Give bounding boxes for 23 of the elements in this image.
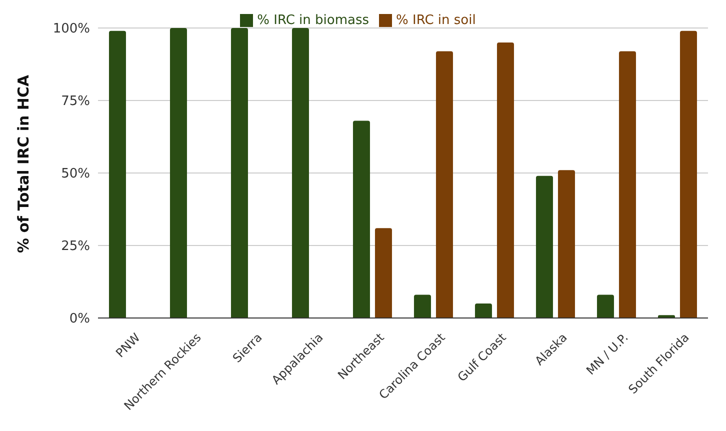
y-tick-label: 25% [61,239,90,254]
x-tick-label: MN / U.P. [584,330,631,378]
bar [596,294,614,318]
y-tick-label: 75% [61,94,90,110]
bar [292,28,309,318]
y-tick-label: 0% [69,312,90,327]
bar [680,30,697,318]
legend-label: % IRC in biomass [257,13,370,28]
bar [374,228,392,318]
y-axis-title: % of Total IRC in HCA [14,74,32,253]
legend-label: % IRC in soil [396,13,476,28]
bar [536,176,553,318]
bar [618,51,636,318]
bar [496,42,514,318]
y-tick-label: 50% [61,166,90,182]
bar [352,120,370,318]
bar [108,30,126,318]
bar [474,304,492,318]
bar [414,294,431,318]
y-tick-label: 100% [52,22,90,37]
bar [170,28,187,318]
bar [436,51,453,318]
bar [558,170,575,318]
